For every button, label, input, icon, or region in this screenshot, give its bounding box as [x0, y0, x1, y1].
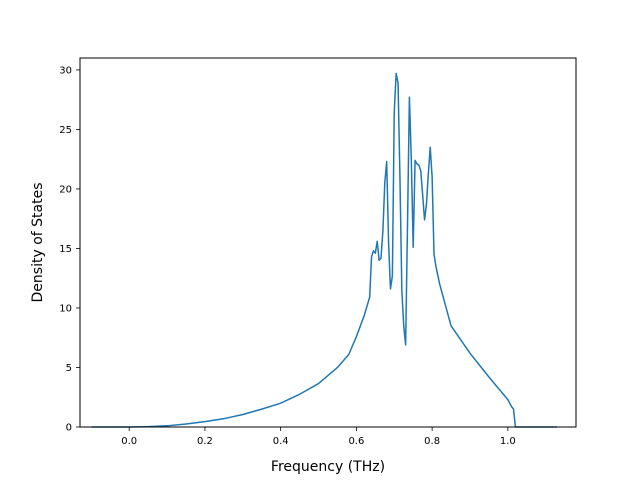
x-tick-label: 0.6 [348, 436, 364, 447]
y-axis-ticks: 0 5 10 15 20 25 30 [59, 65, 80, 434]
x-tick-label: 1.0 [500, 436, 516, 447]
x-axis-label: Frequency (THz) [271, 459, 385, 475]
y-tick-label: 30 [59, 65, 72, 76]
y-tick-label: 10 [59, 303, 72, 314]
y-tick-label: 0 [66, 423, 72, 434]
plot-area [80, 58, 576, 427]
chart-marks [91, 72, 558, 428]
dos-series-line-0 [91, 72, 558, 428]
x-tick-label: 0.2 [197, 436, 213, 447]
y-tick-label: 15 [59, 244, 72, 255]
x-tick-label: 0.8 [424, 436, 440, 447]
plot-frame [79, 57, 577, 428]
x-tick-label: 0.0 [121, 436, 137, 447]
y-tick-label: 5 [66, 363, 72, 374]
y-tick-label: 20 [59, 184, 72, 195]
x-axis-ticks: 0.0 0.2 0.4 0.6 0.8 1.0 [121, 427, 516, 447]
y-tick-label: 25 [59, 125, 72, 136]
x-tick-label: 0.4 [273, 436, 289, 447]
y-axis-label: Density of States [30, 183, 46, 303]
